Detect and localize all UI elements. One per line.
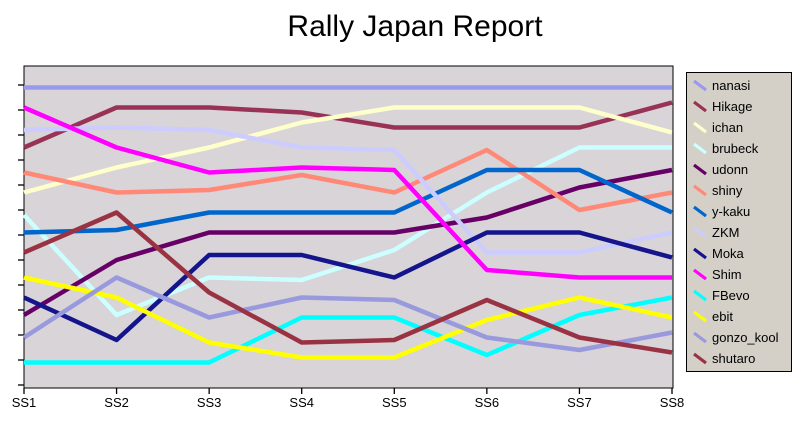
legend-line-swatch-stroke (693, 331, 707, 344)
legend-line-swatch-stroke (693, 205, 707, 218)
legend-item: brubeck (692, 139, 791, 159)
legend-line-swatch-icon (693, 142, 707, 155)
legend-line-swatch-stroke (693, 310, 707, 323)
x-axis-tick-label: SS1 (12, 395, 37, 410)
legend-line-swatch-stroke (693, 79, 707, 92)
legend-item: Shim (692, 265, 791, 285)
x-axis-tick-label: SS3 (197, 395, 222, 410)
legend-item-label: Shim (712, 267, 742, 282)
legend-line-swatch-icon (693, 352, 707, 365)
legend-line-swatch-icon (693, 289, 707, 302)
legend-item-label: shiny (712, 183, 743, 198)
legend-line-swatch-stroke (693, 268, 707, 281)
legend-line-swatch-icon (693, 268, 707, 281)
x-axis-tick-label: SS8 (660, 395, 685, 410)
series-line-gonzo-kool (22, 275, 673, 353)
legend-item: shutaro (692, 349, 791, 369)
series-line-ichan (23, 105, 673, 195)
legend-item: ebit (692, 307, 791, 327)
legend-line-swatch-stroke (693, 142, 707, 155)
legend-line-swatch-stroke (693, 247, 707, 260)
legend-line-swatch-stroke (693, 352, 707, 365)
legend-line-swatch-stroke (693, 100, 707, 113)
legend-line-swatch-icon (693, 184, 707, 197)
legend-line-swatch-icon (693, 331, 707, 344)
legend: nanasi Hikage ichan brubeck udonn shiny y-kaku… (686, 72, 792, 372)
legend-item-label: Hikage (712, 99, 753, 114)
legend-line-swatch-stroke (693, 184, 707, 197)
legend-line-swatch-icon (693, 247, 707, 260)
legend-item-label: ebit (712, 309, 733, 324)
x-axis-tick-label: SS4 (289, 395, 314, 410)
legend-line-swatch-icon (693, 100, 707, 113)
series-line-moka (23, 230, 673, 343)
legend-line-swatch-stroke (693, 226, 707, 239)
legend-line-swatch-icon (693, 79, 707, 92)
legend-item: gonzo_kool (692, 328, 791, 348)
legend-line-swatch-icon (693, 226, 707, 239)
x-axis-tick-label: SS5 (382, 395, 407, 410)
series-line-shim (23, 105, 672, 280)
legend-item-label: Moka (712, 246, 744, 261)
series-line-udonn (22, 167, 673, 317)
legend-item: y-kaku (692, 202, 791, 222)
legend-item-label: shutaro (712, 351, 756, 366)
legend-item-label: y-kaku (712, 204, 751, 219)
legend-line-swatch-icon (693, 163, 707, 176)
series-line-zkm (23, 125, 673, 255)
legend-item: shiny (692, 181, 791, 201)
series-line-shutaro (23, 210, 673, 355)
legend-line-swatch-stroke (693, 121, 707, 134)
legend-item: nanasi (692, 76, 791, 96)
series-line-shiny (23, 147, 673, 213)
legend-item-label: ZKM (712, 225, 740, 240)
legend-line-swatch-icon (693, 205, 707, 218)
legend-item-label: FBevo (712, 288, 750, 303)
legend-line-swatch-icon (693, 310, 707, 323)
legend-item: Moka (692, 244, 791, 264)
x-axis-tick-label: SS7 (567, 395, 592, 410)
legend-item-label: udonn (712, 162, 749, 177)
x-axis-tick-label: SS2 (104, 395, 129, 410)
legend-line-swatch-stroke (693, 163, 707, 176)
legend-item: Hikage (692, 97, 791, 117)
legend-item: udonn (692, 160, 791, 180)
x-axis-tick-label: SS6 (475, 395, 500, 410)
legend-item: ZKM (692, 223, 791, 243)
series-line-ebit (23, 275, 673, 360)
legend-line-swatch-stroke (693, 289, 707, 302)
series-line-hikage (23, 100, 673, 150)
legend-item: FBevo (692, 286, 791, 306)
legend-item-label: gonzo_kool (712, 330, 779, 345)
legend-line-swatch-icon (693, 121, 707, 134)
legend-item-label: ichan (712, 120, 744, 135)
legend-item: ichan (692, 118, 791, 138)
chart-title: Rally Japan Report (287, 10, 543, 43)
legend-item-label: brubeck (712, 141, 759, 156)
legend-item-label: nanasi (712, 78, 751, 93)
series-line-fbevo (24, 295, 673, 365)
